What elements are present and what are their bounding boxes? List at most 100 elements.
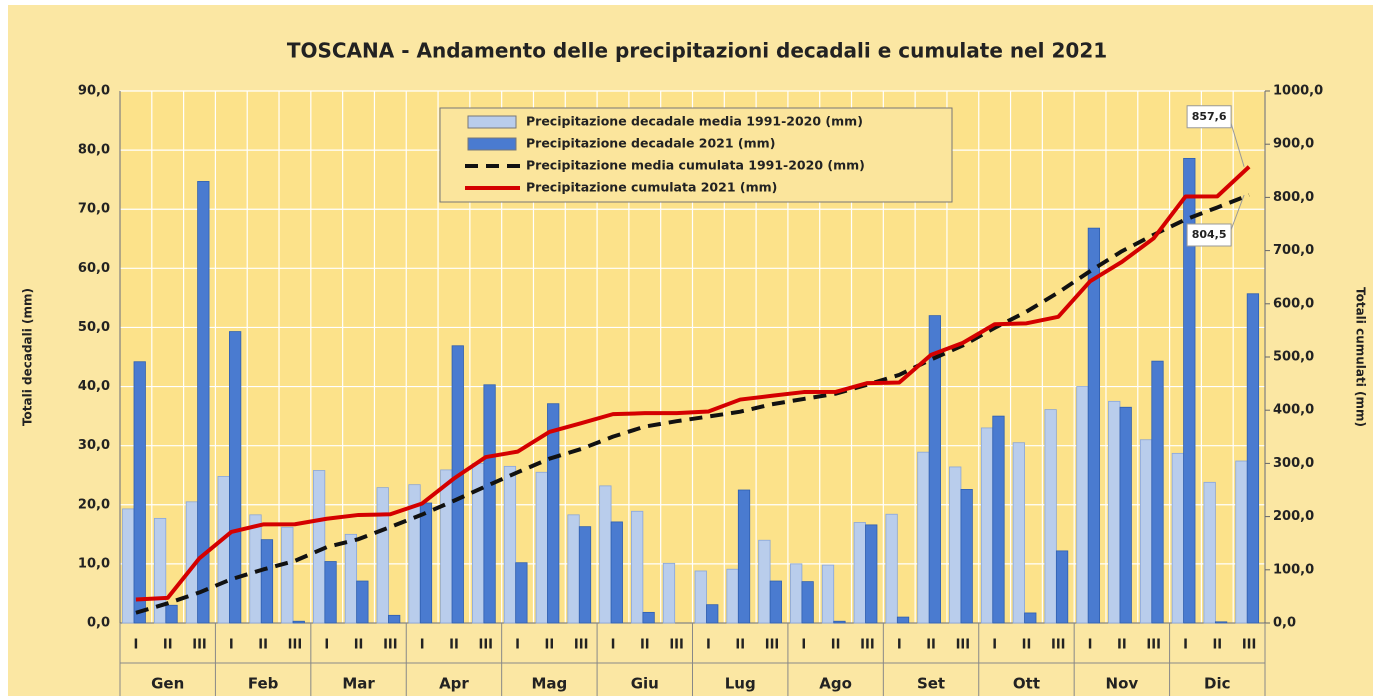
- y-axis-label: Totali decadali (mm): [21, 288, 35, 426]
- x-tick-label: I: [706, 638, 711, 653]
- bar: [133, 361, 146, 624]
- bar: [821, 564, 835, 624]
- x-tick-label: I: [897, 638, 902, 653]
- bar: [197, 181, 210, 624]
- bar: [1024, 612, 1037, 624]
- y2-tick-label: 600,0: [1273, 296, 1314, 311]
- x-tick-label: III: [1051, 638, 1066, 653]
- y2-axis-label: Totali cumulati (mm): [1354, 287, 1368, 427]
- bar: [1119, 406, 1132, 624]
- bar: [483, 384, 496, 624]
- bar: [567, 514, 580, 624]
- bar: [440, 469, 453, 624]
- x-tick-label: II: [640, 638, 650, 653]
- bar: [1044, 409, 1057, 624]
- x-tick-label: II: [926, 638, 936, 653]
- y2-tick-label: 200,0: [1273, 509, 1314, 524]
- data-label: 804,5: [1192, 228, 1227, 241]
- bar: [217, 476, 230, 624]
- bar: [1108, 400, 1121, 624]
- bar: [694, 570, 707, 624]
- month-label: Lug: [725, 675, 756, 693]
- y2-tick-label: 800,0: [1273, 190, 1314, 205]
- bar: [376, 487, 389, 624]
- bar: [547, 403, 560, 624]
- bar: [578, 526, 592, 624]
- x-tick-label: III: [479, 638, 494, 653]
- x-tick-label: II: [1117, 638, 1127, 653]
- x-tick-label: II: [163, 638, 173, 653]
- y2-tick-label: 900,0: [1273, 137, 1314, 152]
- bar: [344, 533, 358, 624]
- month-label: Apr: [439, 675, 469, 693]
- bar: [928, 315, 941, 624]
- bar: [324, 561, 337, 624]
- legend-swatch: [467, 115, 517, 129]
- y-tick-label: 20,0: [78, 497, 110, 512]
- x-tick-label: III: [192, 638, 207, 653]
- bar: [865, 524, 878, 624]
- line: [135, 165, 1251, 602]
- y2-tick-label: 100,0: [1273, 562, 1314, 577]
- bar: [662, 562, 676, 624]
- bar: [292, 620, 305, 624]
- x-tick-label: I: [133, 638, 138, 653]
- x-tick-label: I: [420, 638, 425, 653]
- bar: [356, 580, 369, 624]
- y-tick-label: 60,0: [78, 261, 110, 276]
- bar: [1246, 293, 1260, 624]
- bar: [1012, 442, 1025, 624]
- legend-swatch: [467, 137, 517, 151]
- bar: [853, 522, 866, 624]
- x-tick-label: III: [574, 638, 589, 653]
- month-label: Feb: [248, 675, 279, 693]
- bar: [980, 427, 994, 624]
- bar: [122, 508, 135, 624]
- x-tick-label: I: [324, 638, 329, 653]
- bar: [1139, 439, 1153, 624]
- bar: [260, 539, 274, 624]
- legend-label: Precipitazione decadale media 1991-2020 …: [526, 114, 863, 129]
- x-tick-label: III: [1242, 638, 1257, 653]
- bar: [153, 517, 167, 624]
- legend-label: Precipitazione decadale 2021 (mm): [526, 136, 775, 151]
- y-tick-label: 30,0: [78, 438, 110, 453]
- bar: [737, 489, 751, 624]
- x-tick-label: II: [1212, 638, 1222, 653]
- x-tick-label: II: [1022, 638, 1032, 653]
- x-tick-label: II: [831, 638, 841, 653]
- bar: [992, 415, 1005, 624]
- bar: [388, 614, 401, 624]
- bar: [515, 562, 528, 624]
- month-label: Gen: [151, 675, 184, 693]
- line: [135, 193, 1250, 615]
- x-tick-label: II: [354, 638, 364, 653]
- label-box: [1186, 105, 1232, 129]
- label-box: [1186, 223, 1232, 247]
- bar: [599, 485, 612, 624]
- bar: [631, 510, 644, 624]
- bar: [1055, 550, 1069, 624]
- bar: [790, 563, 803, 624]
- bar: [165, 604, 178, 624]
- y-tick-label: 90,0: [78, 84, 110, 99]
- x-tick-label: III: [1146, 638, 1161, 653]
- y2-tick-label: 400,0: [1273, 403, 1314, 418]
- y-tick-label: 50,0: [78, 320, 110, 335]
- x-tick-label: I: [611, 638, 616, 653]
- bar: [1203, 481, 1216, 624]
- bar: [1235, 460, 1248, 624]
- x-tick-label: III: [956, 638, 971, 653]
- y2-tick-label: 700,0: [1273, 243, 1314, 258]
- bar: [833, 620, 846, 624]
- bar: [229, 331, 242, 624]
- month-label: Ott: [1013, 675, 1040, 693]
- month-label: Giu: [631, 675, 659, 693]
- y2-tick-label: 500,0: [1273, 350, 1314, 365]
- x-tick-label: I: [801, 638, 806, 653]
- x-tick-label: I: [992, 638, 997, 653]
- y2-tick-label: 0,0: [1273, 616, 1296, 631]
- bar: [896, 616, 910, 624]
- bar: [960, 489, 973, 624]
